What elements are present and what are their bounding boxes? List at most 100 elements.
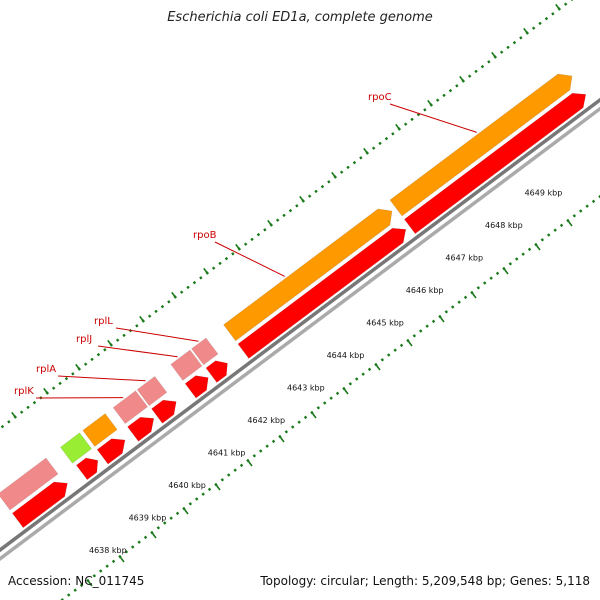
tick-dot (19, 410, 24, 414)
gene-feature (82, 413, 118, 447)
cds-feature (127, 416, 155, 442)
tick-dot (160, 304, 165, 309)
tick-major (438, 315, 445, 323)
tick-dot (156, 526, 161, 530)
tick-major (43, 387, 49, 395)
tick-dot (327, 180, 331, 184)
callout-line (57, 375, 146, 382)
tick-dot (416, 112, 421, 117)
tick-dot (378, 141, 382, 146)
tick-dot (393, 348, 397, 352)
tick-dot (538, 21, 542, 26)
tick-dot (265, 444, 269, 448)
tick-major (406, 339, 413, 347)
tick-dot (499, 50, 504, 54)
tick-dot (0, 424, 5, 429)
tick-dot (579, 209, 583, 213)
tick-dot (346, 165, 350, 170)
tick-dot (519, 36, 523, 40)
kbp-label: 4640 kbp (168, 481, 206, 490)
tick-major (502, 267, 509, 275)
tick-dot (359, 156, 363, 160)
gene-feature-rplA (136, 375, 168, 407)
cds-feature (184, 375, 209, 399)
kbp-label: 4643 kbp (287, 384, 325, 393)
genome-backbone (0, 97, 600, 561)
gene-label-rplJ: rplJ (76, 334, 92, 345)
tick-dot (220, 478, 225, 482)
tick-dot (412, 334, 417, 338)
tick-dot (480, 64, 485, 69)
gene-feature-rpoB (223, 208, 393, 342)
tick-dot (122, 333, 126, 338)
tick-dot (544, 16, 549, 21)
tick-dot (323, 401, 327, 405)
tick-dot (474, 69, 478, 74)
tick-dot (282, 213, 286, 218)
tick-major (203, 267, 209, 275)
tick-dot (154, 309, 158, 314)
gene-feature-rpoC (389, 73, 573, 217)
tick-major (566, 219, 573, 227)
tick-dot (90, 357, 94, 362)
gene-label-rpoB: rpoB (193, 230, 217, 241)
tick-dot (284, 430, 289, 434)
tick-dot (167, 300, 171, 304)
tick-dot (425, 324, 429, 328)
tick-dot (457, 300, 461, 304)
kbp-labels: 4638 kbp 4639 kbp 4640 kbp 4641 kbp 4642 kbp… (89, 189, 562, 556)
tick-dot (115, 338, 120, 342)
tick-dot (79, 583, 84, 588)
tick-dot (467, 74, 472, 78)
tick-dot (384, 136, 389, 141)
kbp-label: 4641 kbp (208, 449, 246, 458)
tick-major (150, 531, 157, 539)
tick-dot (26, 405, 30, 410)
callout-line (389, 103, 477, 133)
tick-dot (521, 252, 525, 256)
kbp-label: 4639 kbp (129, 514, 167, 523)
tick-dot (448, 88, 453, 93)
tick-dot (275, 218, 280, 222)
tick-dot (352, 160, 357, 165)
tick-dot (508, 262, 513, 266)
tick-dot (339, 170, 344, 174)
tick-dot (231, 252, 235, 256)
tick-dot (314, 189, 318, 194)
cds-feature (237, 227, 407, 359)
tick-dot (329, 396, 333, 400)
tick-dot (487, 60, 491, 64)
tick-dot (572, 214, 577, 218)
cds-feature (75, 457, 99, 481)
tick-dot (131, 545, 135, 549)
tick-dot (96, 352, 101, 357)
tick-dot (92, 574, 97, 578)
tick-dot (380, 358, 385, 362)
kbp-label: 4645 kbp (366, 319, 404, 328)
tick-dot (371, 146, 376, 150)
tick-dot (348, 382, 353, 386)
tick-major (331, 171, 337, 179)
kbp-label: 4649 kbp (525, 189, 563, 198)
tick-dot (288, 208, 293, 213)
tick-dot (32, 400, 37, 405)
tick-dot (431, 319, 436, 324)
tick-dot (291, 425, 295, 429)
tick-dot (195, 497, 199, 501)
gene-label-rpoC: rpoC (368, 92, 392, 103)
tick-dot (259, 449, 263, 453)
tick-dot (419, 329, 423, 333)
tick-dot (263, 228, 267, 232)
tick-dot (51, 386, 56, 390)
tick-dot (444, 310, 449, 314)
tick-dot (105, 564, 109, 568)
cds-feature (11, 481, 68, 529)
tick-dot (515, 257, 519, 261)
tick-dot (199, 276, 203, 280)
tick-dot (143, 535, 148, 540)
tick-major (427, 99, 433, 107)
tick-dot (316, 406, 321, 410)
